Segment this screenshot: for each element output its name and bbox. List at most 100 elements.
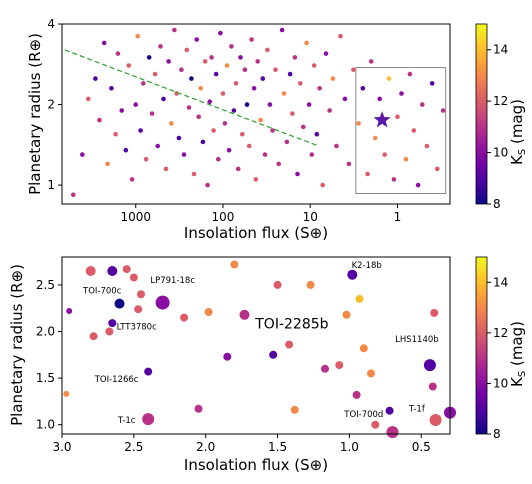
top-data-point: [218, 30, 223, 36]
bottom-x-tick-label: 1.5: [268, 440, 287, 454]
top-data-point: [184, 47, 190, 53]
colorbar-tick-label: 10: [493, 146, 508, 160]
top-data-point: [202, 59, 208, 64]
bottom-scatter-points: [63, 260, 456, 439]
planet-annotation: TOI-1266c: [94, 375, 139, 385]
planet-annotation: TOI-700c: [82, 286, 122, 296]
bottom-data-point: [342, 310, 351, 319]
top-data-point: [169, 121, 174, 126]
top-data-point: [200, 139, 206, 145]
bottom-data-point: [107, 266, 118, 276]
colorbar-tick-label: 14: [493, 275, 508, 289]
top-data-point: [342, 96, 348, 102]
bottom-data-point: [285, 340, 294, 349]
bottom-x-tick-label: 3.0: [52, 440, 71, 454]
top-data-point: [295, 171, 300, 177]
top-data-point: [126, 63, 132, 68]
planet-annotation: LP791-18c: [150, 276, 195, 286]
bottom-data-point: [335, 361, 344, 370]
bottom-y-tick-label: 1.0: [36, 418, 55, 432]
top-data-point: [135, 33, 140, 39]
bottom-data-point: [114, 298, 125, 309]
bottom-x-tick-label: 2.5: [124, 440, 143, 454]
bottom-data-point: [428, 382, 437, 391]
bottom-data-point: [352, 390, 361, 399]
top-data-point: [327, 108, 332, 113]
planet-annotation: TOI-700d: [343, 410, 383, 420]
bottom-x-axis-label: Insolation flux (S⊕): [184, 456, 328, 474]
top-data-point: [194, 37, 199, 42]
bottom-data-point: [89, 332, 98, 341]
bottom-y-tick-label: 1.5: [36, 371, 55, 385]
top-x-tick-label: 1: [394, 210, 402, 224]
top-data-point: [360, 86, 366, 91]
bottom-data-point: [321, 364, 329, 373]
bottom-data-point: [423, 359, 436, 372]
top-data-point: [146, 55, 152, 60]
top-selection-box: [355, 67, 447, 195]
colorbar-tick-label: 14: [493, 43, 508, 57]
colorbar-tick-label: 8: [493, 197, 501, 211]
bottom-data-point: [63, 390, 70, 397]
top-data-point: [172, 27, 177, 33]
top-plot-frame: [61, 23, 451, 205]
top-data-point: [253, 177, 259, 182]
top-data-point: [115, 51, 121, 56]
top-data-point: [246, 143, 252, 149]
top-axis-ticks: 1000 100 10 1 1 2 4: [47, 17, 401, 224]
top-data-point: [186, 105, 192, 110]
top-data-point: [207, 99, 212, 104]
planet-annotation: LTT3780c: [117, 323, 157, 333]
top-data-point: [181, 152, 187, 157]
top-data-point: [314, 131, 320, 137]
top-colorbar-label: KS (mag): [508, 99, 528, 165]
top-data-point: [213, 71, 219, 77]
top-data-point: [351, 67, 356, 72]
top-data-point: [105, 161, 110, 167]
top-data-point: [260, 76, 266, 81]
top-colorbar: [475, 23, 488, 205]
top-y-tick-label: 2: [47, 98, 55, 112]
colorbar-tick-label: 10: [493, 376, 508, 390]
top-data-point: [391, 177, 397, 182]
top-data-point: [395, 114, 400, 120]
bottom-x-tick-label: 2.0: [196, 440, 215, 454]
top-data-point: [338, 33, 343, 39]
top-data-point: [224, 63, 230, 68]
top-data-point: [166, 59, 171, 64]
bottom-data-point: [367, 369, 375, 378]
top-data-point: [377, 96, 383, 102]
top-data-point: [119, 108, 124, 113]
top-data-point: [205, 182, 210, 188]
top-y-tick-label: 4: [47, 17, 55, 31]
top-x-tick-label: 1000: [120, 210, 151, 224]
planet-annotation: T-1c: [117, 416, 136, 426]
top-data-point: [372, 135, 378, 141]
top-data-point: [415, 182, 421, 188]
top-data-point: [97, 117, 102, 123]
top-data-point: [279, 27, 285, 33]
bottom-data-point: [230, 260, 239, 269]
top-data-point: [211, 128, 216, 133]
bottom-annotations: K2-18b LP791-18c TOI-700c LTT3780c TOI-2285b…: [82, 261, 439, 426]
bottom-data-point: [137, 290, 145, 299]
top-y-axis-label: Planetary radius (R⊕): [26, 33, 44, 195]
planet-annotation: TOI-2285b: [254, 317, 328, 333]
top-data-point: [267, 102, 273, 107]
top-x-tick-label: 100: [212, 210, 235, 224]
top-scatter-points: [71, 27, 446, 198]
bottom-colorbar-ticks: 8 10 12 14: [487, 275, 508, 441]
top-data-point: [123, 147, 129, 153]
top-data-point: [229, 44, 234, 49]
bottom-data-point: [359, 344, 368, 353]
planet-annotation: LHS1140b: [395, 335, 439, 345]
top-data-point: [287, 71, 293, 77]
top-data-point: [222, 121, 228, 126]
top-data-point: [249, 37, 254, 42]
top-data-point: [101, 40, 107, 46]
top-data-point: [242, 67, 248, 72]
top-data-point: [158, 44, 163, 49]
bottom-data-point: [386, 426, 399, 439]
bottom-y-tick-label: 2.0: [36, 325, 55, 339]
